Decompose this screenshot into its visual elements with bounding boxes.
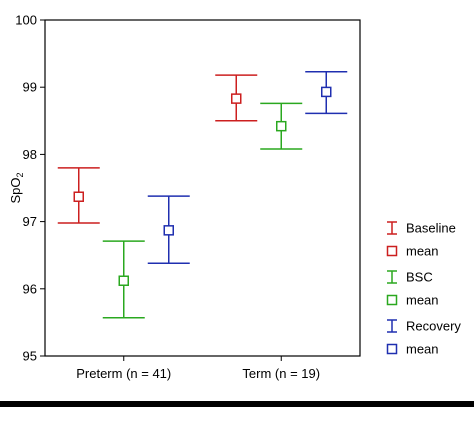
y-axis-title: SpO2: [8, 172, 25, 203]
y-tick-label: 100: [15, 13, 37, 28]
plot-frame: [44, 19, 361, 357]
y-axis: 95 96 97 98 99 100: [15, 13, 45, 364]
legend-label: BSC: [406, 270, 433, 285]
bottom-rule: [0, 401, 474, 407]
legend-label: mean: [406, 293, 439, 308]
y-tick-label: 98: [23, 147, 37, 162]
legend-square-icon: [386, 343, 398, 355]
y-tick-label: 96: [23, 281, 37, 296]
series-recovery: [147, 70, 348, 265]
x-tick-label: Preterm (n = 41): [76, 366, 171, 381]
mean-marker: [321, 86, 332, 98]
legend-label: mean: [406, 342, 439, 357]
y-tick-label: 95: [23, 349, 37, 364]
legend-label: Recovery: [406, 319, 461, 334]
mean-marker: [73, 191, 84, 202]
y-tick-label: 99: [23, 80, 37, 95]
series-bsc: [102, 102, 303, 319]
error-bars: [57, 70, 348, 319]
legend-label: Baseline: [406, 221, 456, 236]
legend: Baseline mean BSC mean Recovery mean: [386, 221, 461, 357]
mean-marker: [118, 275, 129, 286]
legend-label: mean: [406, 244, 439, 259]
mean-marker: [231, 93, 242, 104]
series-baseline: [57, 74, 258, 224]
mean-marker: [163, 225, 174, 236]
x-axis: Preterm (n = 41) Term (n = 19): [76, 356, 320, 381]
legend-square-icon: [386, 294, 398, 306]
legend-square-icon: [386, 245, 398, 257]
x-tick-label: Term (n = 19): [242, 366, 320, 381]
mean-marker: [276, 120, 287, 132]
y-tick-label: 97: [23, 214, 37, 229]
